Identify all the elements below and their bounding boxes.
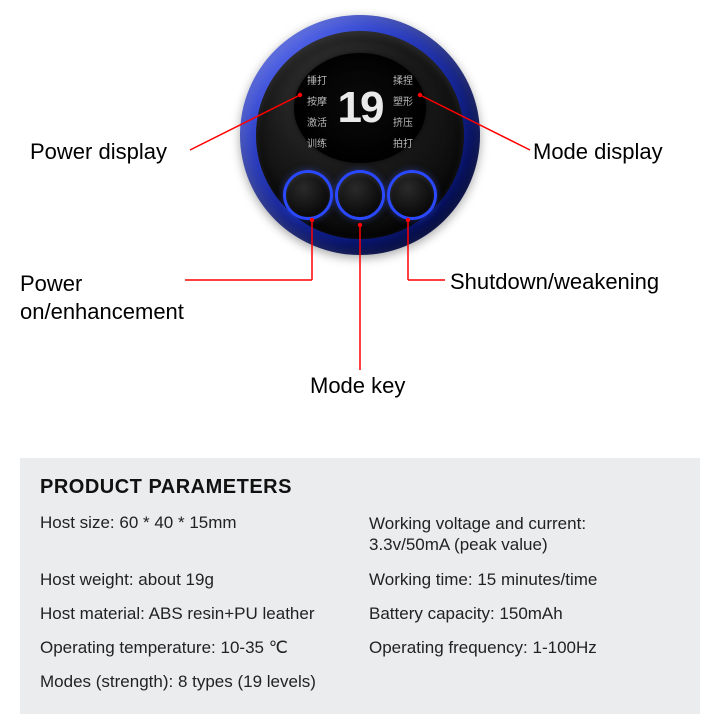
parameters-title: PRODUCT PARAMETERS: [40, 476, 680, 499]
callout-mode-display: Mode display: [533, 138, 663, 166]
param-operating-temp: Operating temperature: 10-35 ℃: [40, 638, 351, 658]
lcd-screen: 捶打 按摩 激活 训练 19 揉捏 塑形 挤压 拍打: [294, 53, 426, 163]
mode-button[interactable]: [338, 173, 382, 217]
parameters-grid: Host size: 60 * 40 * 15mm Working voltag…: [40, 513, 680, 692]
shutdown-button[interactable]: [390, 173, 434, 217]
level-number: 19: [338, 86, 383, 130]
param-battery: Battery capacity: 150mAh: [369, 604, 680, 624]
device-body: 捶打 按摩 激活 训练 19 揉捏 塑形 挤压 拍打: [240, 15, 480, 255]
screen-right-modes: 揉捏 塑形 挤压 拍打: [393, 72, 413, 150]
param-frequency: Operating frequency: 1-100Hz: [369, 638, 680, 658]
param-host-weight: Host weight: about 19g: [40, 570, 351, 590]
device-face: 捶打 按摩 激活 训练 19 揉捏 塑形 挤压 拍打: [256, 31, 464, 239]
callout-mode-key: Mode key: [310, 372, 405, 400]
param-host-size: Host size: 60 * 40 * 15mm: [40, 513, 351, 556]
screen-left-modes: 捶打 按摩 激活 训练: [307, 72, 327, 150]
param-working-time: Working time: 15 minutes/time: [369, 570, 680, 590]
param-host-material: Host material: ABS resin+PU leather: [40, 604, 351, 624]
param-modes: Modes (strength): 8 types (19 levels): [40, 672, 351, 692]
callout-shutdown: Shutdown/weakening: [450, 268, 659, 296]
product-parameters-panel: PRODUCT PARAMETERS Host size: 60 * 40 * …: [20, 458, 700, 714]
callout-power-display: Power display: [30, 138, 167, 166]
callout-power-on: Power on/enhancement: [20, 270, 184, 325]
param-voltage-current: Working voltage and current:3.3v/50mA (p…: [369, 513, 680, 556]
power-on-button[interactable]: [286, 173, 330, 217]
diagram-area: 捶打 按摩 激活 训练 19 揉捏 塑形 挤压 拍打: [0, 0, 720, 450]
